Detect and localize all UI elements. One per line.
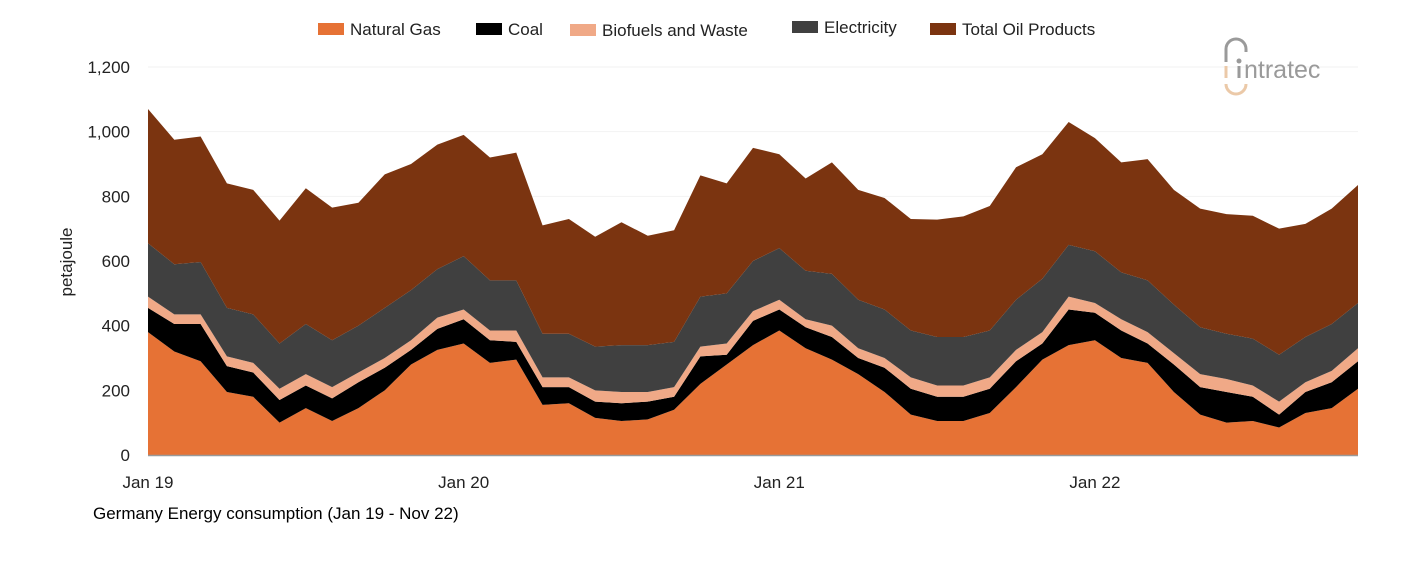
y-axis-ticks: 0 200 400 600 800 1,000 1,200: [87, 58, 130, 465]
legend-label: Natural Gas: [350, 20, 441, 39]
area-coal: [148, 307, 1358, 428]
legend-label: Coal: [508, 20, 543, 39]
x-tick-label: Jan 21: [754, 473, 805, 492]
y-tick-label: 400: [102, 317, 130, 336]
legend-swatch: [930, 23, 956, 35]
x-tick-label: Jan 22: [1069, 473, 1120, 492]
y-tick-label: 800: [102, 187, 130, 206]
legend-item: Biofuels and Waste: [570, 21, 748, 40]
legend-label: Electricity: [824, 18, 897, 37]
intratec-logo: ntratec: [1224, 37, 1320, 96]
area-natural-gas: [148, 330, 1358, 455]
legend-item: Total Oil Products: [930, 20, 1095, 39]
legend: Natural Gas Coal Biofuels and Waste Electri…: [318, 18, 1095, 40]
area-biofuels-and-waste: [148, 296, 1358, 415]
legend-item: Electricity: [792, 18, 897, 37]
legend-item: Coal: [476, 20, 543, 39]
areas: [148, 109, 1358, 455]
legend-item: Natural Gas: [318, 20, 441, 39]
area-total-oil-products: [148, 109, 1358, 355]
y-tick-label: 1,200: [87, 58, 130, 77]
y-axis-label: petajoule: [57, 227, 76, 296]
y-tick-label: 600: [102, 252, 130, 271]
x-axis-ticks: Jan 19 Jan 20 Jan 21 Jan 22: [122, 473, 1120, 492]
legend-label: Total Oil Products: [962, 20, 1095, 39]
legend-label: Biofuels and Waste: [602, 21, 748, 40]
y-tick-label: 0: [121, 446, 130, 465]
x-tick-label: Jan 20: [438, 473, 489, 492]
chart-caption: Germany Energy consumption (Jan 19 - Nov…: [93, 504, 459, 523]
legend-swatch: [570, 24, 596, 36]
y-tick-label: 200: [102, 381, 130, 400]
legend-swatch: [476, 23, 502, 35]
legend-swatch: [318, 23, 344, 35]
area-electricity: [148, 243, 1358, 402]
y-tick-label: 1,000: [87, 123, 130, 142]
legend-swatch: [792, 21, 818, 33]
svg-text:ntratec: ntratec: [1244, 56, 1320, 84]
x-tick-label: Jan 19: [122, 473, 173, 492]
